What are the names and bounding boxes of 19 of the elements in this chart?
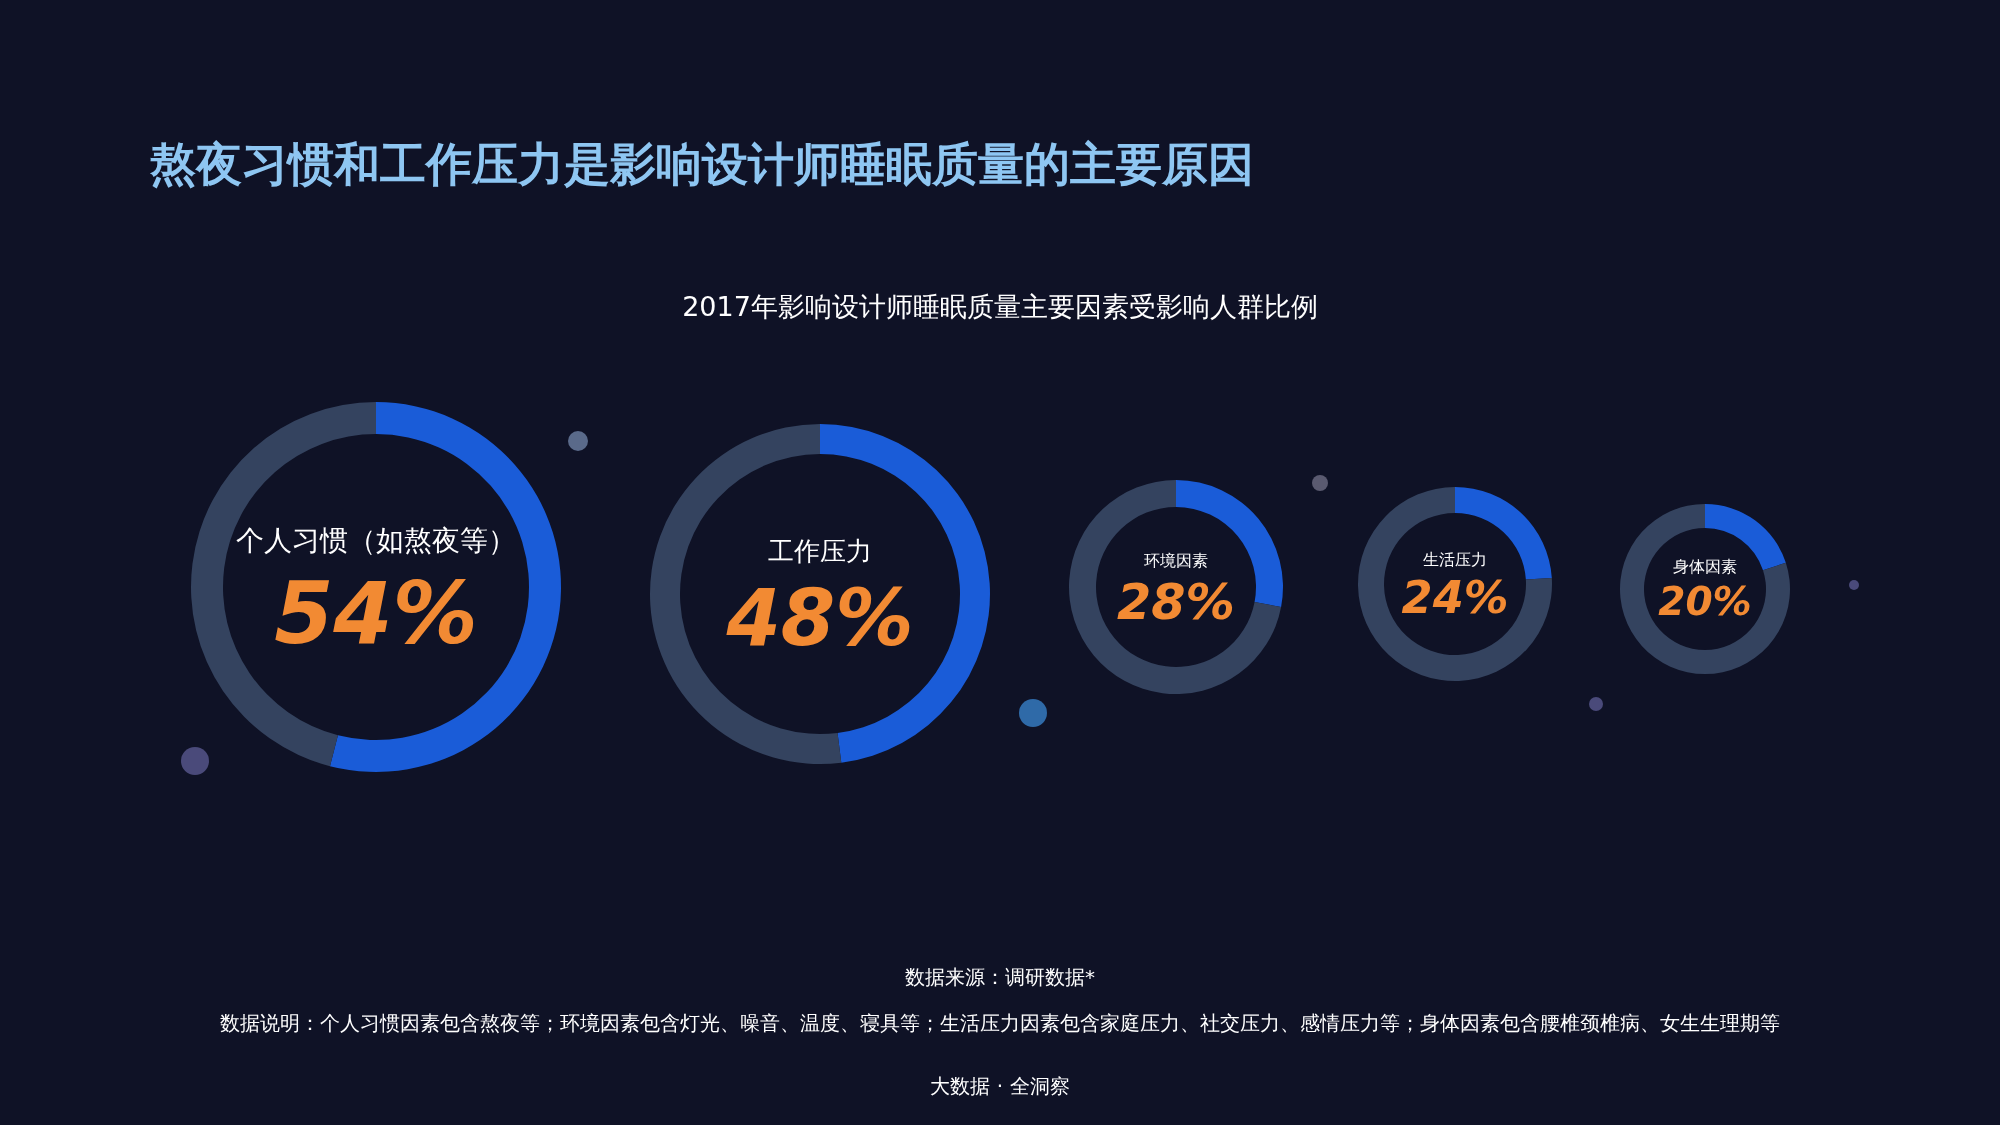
slice-label: 个人习惯（如熬夜等） (236, 524, 516, 557)
source-note: 数据来源：调研数据* (905, 965, 1095, 989)
text: 数据说明：个人习惯因素包含熬夜等；环境因素包含灯光、噪音、温度、寝具等；生活压力因素包含家庭压力、社交压力、感情压力等；身体因素包含腰椎颈椎病、女生生理期等 (220, 1011, 1780, 1035)
slice-label: 环境因素 (1144, 550, 1208, 570)
slice-label: 生活压力 (1423, 549, 1487, 569)
data-label: 54% (274, 563, 478, 663)
text: 熬夜习惯和工作压力是影响设计师睡眠质量的主要原因 (149, 137, 1254, 191)
slice-label: 工作压力 (768, 536, 872, 566)
data-label: 20% (1658, 578, 1752, 624)
data-label: 24% (1401, 572, 1509, 625)
donut-slice (1620, 504, 1790, 674)
text: 大数据 · 全洞察 (930, 1074, 1070, 1098)
data-label: 28% (1117, 573, 1235, 632)
slice-label: 身体因素 (1673, 557, 1737, 576)
donut-slice (1455, 487, 1552, 580)
donut-slice (1069, 480, 1282, 694)
text: 2017年影响设计师睡眠质量主要因素受影响人群比例 (682, 291, 1318, 322)
donut-slice (1358, 487, 1552, 681)
data-label: 48% (725, 572, 914, 663)
